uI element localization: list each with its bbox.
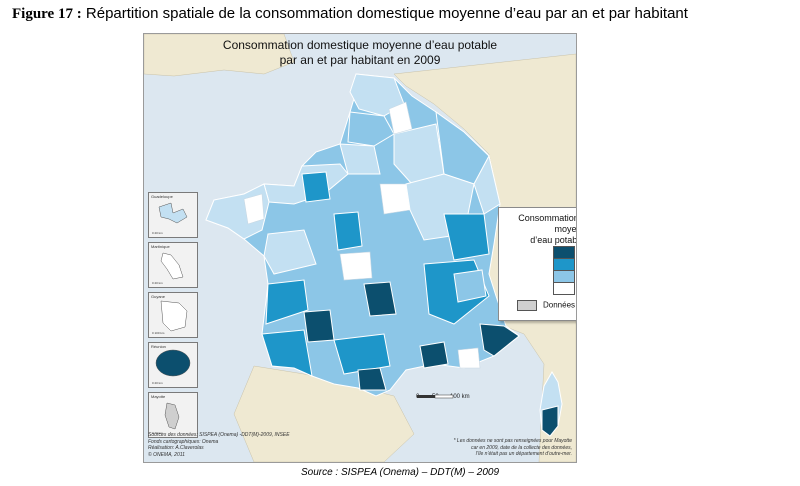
region-loire (263, 229, 317, 275)
inset-scale: 0 20 km (152, 281, 163, 285)
footnote-line: l’île n’était pas un département d’outre… (475, 451, 572, 457)
region-paris (339, 143, 381, 175)
inset-name: Mayotte (151, 394, 166, 399)
inset-name: Martinique (151, 244, 170, 249)
uk-land (144, 34, 295, 77)
region-white-northeast (388, 101, 413, 135)
source-caption: Source : SISPEA (Onema) – DDT(M) – 2009 (300, 467, 500, 478)
map-credits: Sources des données: SISPEA (Onema) -DDT… (148, 432, 378, 458)
footnote-line: car en 2009, date de la collecte des don… (471, 444, 572, 451)
legend-scale: 100 70 60 50 30 (553, 246, 575, 295)
region-centre-white (379, 183, 411, 215)
map-svg (144, 34, 576, 462)
region-white-brittany (243, 193, 265, 225)
inset-name: Réunion (151, 344, 166, 349)
inset-guyane: Guyane 0 100 km (148, 292, 198, 338)
inset-scale: 0 20 km (152, 231, 163, 235)
legend-no-data: Données non renseignées* (517, 300, 576, 311)
region-picardie (347, 111, 395, 147)
mayotte-shape (164, 402, 180, 430)
inset-martinique: Martinique 0 20 km (148, 242, 198, 288)
inset-name: Guyane (151, 294, 166, 299)
legend-title-line2: d’eau potable (en m³) (530, 235, 577, 245)
reunion-shape (155, 349, 191, 377)
credit-line: Réalisation: A.Claverolas (148, 445, 204, 451)
region-var-white (457, 347, 481, 369)
map-title-line2: par an et par habitant en 2009 (279, 53, 441, 67)
region-aquitaine-darkest (303, 309, 335, 343)
map-title: Consommation domestique moyenne d’eau po… (144, 38, 576, 68)
map-frame: Consommation domestique moyenne d’eau po… (143, 33, 577, 463)
guyane-shape (160, 300, 188, 332)
inset-scale: 0 20 km (152, 381, 163, 385)
inset-guadeloupe: Guadeloupe 0 20 km (148, 192, 198, 238)
inset-name: Guadeloupe (151, 194, 173, 199)
map-footnote: * Les données ne sont pas renseignées po… (424, 438, 572, 458)
region-auvergne-darkest (363, 281, 397, 317)
region-limousin-white (339, 251, 373, 281)
credit-line: Sources des données: SISPEA (Onema) -DDT… (148, 432, 290, 438)
inset-mayotte: Mayotte 0 20 km (148, 392, 198, 438)
figure-title-text: Répartition spatiale de la consommation … (85, 5, 688, 22)
region-gironde (265, 279, 309, 325)
map-legend: Consommation domestique moyenne d’eau po… (498, 207, 577, 321)
corsica-south (541, 405, 559, 437)
no-data-label: Données non renseignées* (543, 300, 576, 310)
region-jura (443, 213, 490, 261)
inset-scale: 0 100 km (152, 331, 165, 335)
scale-bar-graphic (417, 394, 454, 399)
region-alpes-maritimes-darkest (479, 323, 520, 357)
region-southwest (261, 329, 313, 377)
figure-title: Figure 17 : Répartition spatiale de la c… (12, 5, 688, 23)
credit-line: Fonds cartographiques: Onema (148, 438, 219, 445)
credit-line: © ONEMA, 2011 (148, 451, 185, 458)
region-centre-dark (301, 171, 331, 203)
region-roussillon-darkest (357, 367, 387, 391)
no-data-swatch (517, 300, 537, 311)
region-centre-dark-2 (333, 211, 363, 251)
martinique-shape (160, 252, 184, 280)
overseas-insets: Guadeloupe 0 20 km Martinique 0 20 km Gu… (148, 192, 198, 442)
scale-label: 100 km (450, 394, 470, 400)
map-title-line1: Consommation domestique moyenne d’eau po… (222, 38, 498, 52)
guadeloupe-shape (158, 202, 188, 224)
legend-swatch-100 (553, 246, 575, 259)
inset-scale: 0 20 km (152, 431, 163, 435)
region-herault-darkest (419, 341, 449, 369)
region-alps-light (453, 269, 487, 303)
figure-label: Figure 17 : (12, 6, 82, 22)
region-midi (333, 333, 391, 375)
legend-title-line1: Consommation domestique moyenne (518, 213, 577, 234)
legend-title: Consommation domestique moyenne d’eau po… (499, 213, 577, 246)
legend-swatch-60 (553, 271, 575, 283)
legend-swatch-50 (553, 283, 575, 295)
footnote-line: * Les données ne sont pas renseignées po… (453, 438, 572, 444)
legend-swatch-70 (553, 259, 575, 271)
inset-reunion: Réunion 0 20 km (148, 342, 198, 388)
